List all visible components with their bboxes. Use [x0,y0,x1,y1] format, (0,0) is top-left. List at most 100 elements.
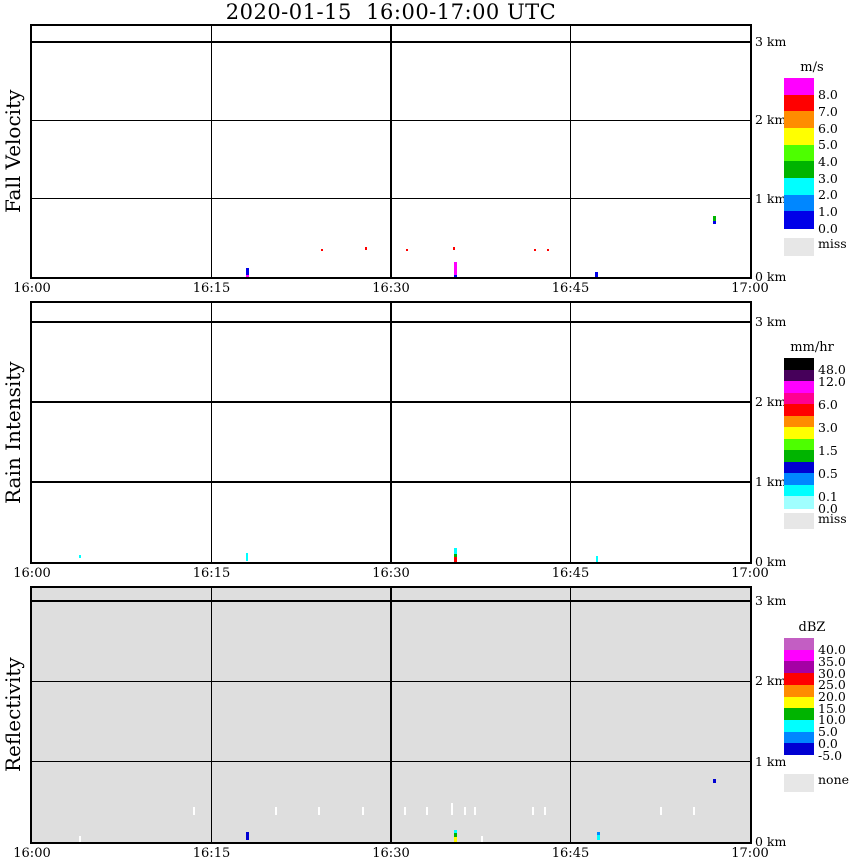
legend-tick-label-rain-intensity: 6.0 [818,396,838,412]
legend-color-swatch-fall-velocity [784,128,814,146]
data-mark-fall-velocity [546,248,549,252]
legend-color-swatch-fall-velocity [784,111,814,129]
legend-color-swatch-reflectivity [784,708,814,721]
x-tick-label-fall-velocity: 16:15 [192,281,231,296]
data-mark-reflectivity [318,807,321,815]
legend-color-swatch-reflectivity [784,638,814,651]
legend-color-swatch-rain-intensity [784,427,814,440]
legend-color-swatch-reflectivity [784,649,814,662]
legend-color-swatch-reflectivity [784,696,814,709]
legend-tick-label-rain-intensity: 0.0 [818,500,838,516]
data-mark-reflectivity [596,835,600,841]
legend-tick-label-fall-velocity: 7.0 [818,103,838,119]
x-tick-label-rain-intensity: 16:45 [551,566,590,581]
legend-tick-label-reflectivity: 40.0 [818,642,846,658]
y-tick-label-fall-velocity: 2 km [755,112,787,128]
data-mark-reflectivity [275,807,278,815]
x-tick-label-reflectivity: 16:30 [372,846,410,861]
data-mark-fall-velocity [453,247,456,250]
x-tick-label-rain-intensity: 16:30 [372,566,410,581]
vgridline-rain-intensity [390,303,392,562]
data-mark-reflectivity [464,807,467,815]
legend-tick-label-rain-intensity: 12.0 [818,373,846,389]
data-mark-reflectivity [544,807,547,815]
y-tick-label-reflectivity: 1 km [755,753,787,769]
legend-color-swatch-rain-intensity [784,415,814,428]
legend-tick-label-reflectivity: 25.0 [818,677,846,693]
x-tick-label-reflectivity: 16:15 [192,846,231,861]
x-tick-label-fall-velocity: 16:00 [13,281,51,296]
y-tick-label-fall-velocity: 3 km [755,34,787,49]
legend-tick-label-reflectivity: 15.0 [818,700,846,716]
legend-color-swatch-reflectivity [784,743,814,756]
x-tick-label-fall-velocity: 16:45 [551,281,590,296]
vgridline-reflectivity [210,588,213,842]
legend-color-swatch-fall-velocity [784,194,814,212]
legend-tick-label-reflectivity: -5.0 [818,747,843,763]
legend-tick-label-reflectivity: 0.0 [818,735,838,751]
data-mark-fall-velocity [320,248,323,252]
legend-missing-swatch-fall-velocity [784,238,814,256]
data-mark-fall-velocity [533,248,536,252]
y-tick-label-fall-velocity: 1 km [755,190,787,206]
x-tick-label-fall-velocity: 17:00 [731,281,769,296]
data-mark-reflectivity [192,807,195,815]
legend-color-swatch-rain-intensity [784,438,814,451]
legend-color-swatch-rain-intensity [784,450,814,463]
vgridline-reflectivity [569,588,572,842]
legend-tick-label-reflectivity: 5.0 [818,724,838,740]
legend-tick-label-fall-velocity: 4.0 [818,153,838,169]
legend-color-swatch-rain-intensity [784,358,814,371]
legend-color-swatch-fall-velocity [784,94,814,112]
legend-color-swatch-reflectivity [784,684,814,697]
legend-tick-label-rain-intensity: 0.5 [818,465,838,481]
y-axis-title-fall-velocity: Fall Velocity [1,89,25,214]
legend-color-swatch-rain-intensity [784,496,814,509]
legend-title-rain-intensity: mm/hr [790,340,834,355]
legend-tick-label-rain-intensity: 0.1 [818,488,838,504]
data-mark-fall-velocity [454,262,458,275]
x-tick-label-rain-intensity: 16:15 [192,566,231,581]
y-tick-label-reflectivity: 3 km [755,593,787,608]
legend-tick-label-fall-velocity: 1.0 [818,203,838,219]
y-tick-label-fall-velocity: 0 km [755,269,787,284]
legend-tick-label-fall-velocity: 3.0 [818,170,838,186]
legend-title-reflectivity: dBZ [798,620,826,635]
data-mark-reflectivity [425,807,428,815]
legend-color-swatch-rain-intensity [784,381,814,394]
y-tick-label-rain-intensity: 1 km [755,474,787,489]
data-mark-reflectivity [660,807,663,815]
data-mark-fall-velocity [245,267,249,275]
x-tick-label-rain-intensity: 16:00 [13,566,51,581]
legend-color-swatch-fall-velocity [784,78,814,96]
legend-color-swatch-reflectivity [784,731,814,744]
y-axis-title-rain-intensity: Rain Intensity [1,361,25,504]
legend-tick-label-fall-velocity: 6.0 [818,120,838,136]
legend-tick-label-reflectivity: 10.0 [818,712,846,728]
data-mark-fall-velocity [245,274,249,277]
vgridline-rain-intensity [569,303,572,562]
data-mark-rain-intensity [246,553,249,562]
x-tick-label-reflectivity: 16:45 [551,846,590,861]
data-mark-rain-intensity [454,557,458,562]
data-mark-reflectivity [712,778,716,783]
data-mark-reflectivity [532,807,535,815]
data-mark-reflectivity [404,807,407,815]
vgridline-fall-velocity [210,26,213,277]
legend-color-swatch-fall-velocity [784,144,814,162]
vgridline-rain-intensity [210,303,213,562]
data-mark-reflectivity [480,836,483,842]
data-mark-rain-intensity [454,548,458,554]
legend-title-fall-velocity: m/s [800,60,824,75]
data-mark-fall-velocity [712,220,716,225]
x-tick-label-fall-velocity: 16:30 [372,281,410,296]
vgridline-fall-velocity [390,26,392,277]
vgridline-reflectivity [390,588,392,842]
legend-color-swatch-fall-velocity [784,161,814,179]
chart-title: 2020-01-15 16:00-17:00 UTC [225,0,557,24]
legend-tick-label-rain-intensity: 3.0 [818,419,838,435]
legend-color-swatch-rain-intensity [784,473,814,486]
legend-tick-label-reflectivity: 20.0 [818,689,846,704]
legend-tick-label-fall-velocity: 8.0 [818,87,838,103]
